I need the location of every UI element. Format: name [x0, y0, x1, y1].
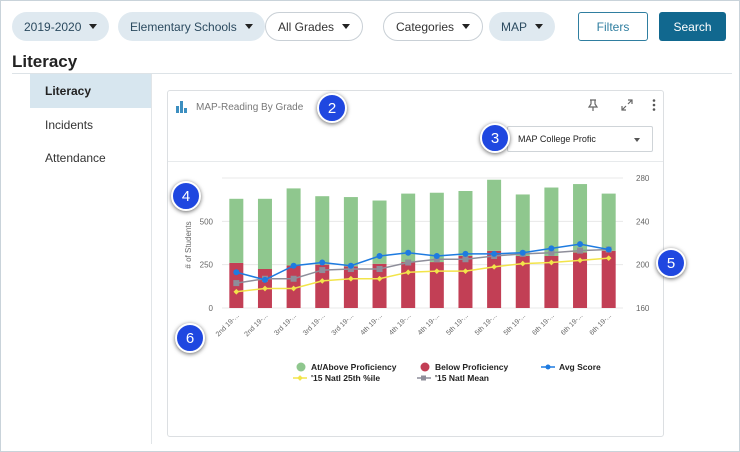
- expand-icon[interactable]: [620, 99, 634, 113]
- grades-select[interactable]: All Grades: [265, 12, 364, 41]
- chevron-down-icon: [634, 138, 640, 142]
- sidebar-item-literacy[interactable]: Literacy: [30, 74, 151, 108]
- chevron-down-icon: [462, 24, 471, 29]
- school-type-select[interactable]: Elementary Schools: [118, 12, 265, 41]
- sidebar-item-incidents[interactable]: Incidents: [30, 108, 151, 142]
- card-divider: [168, 161, 663, 162]
- grades-label: All Grades: [278, 19, 335, 34]
- sidebar: Literacy Incidents Attendance: [30, 74, 152, 444]
- sidebar-item-label: Literacy: [45, 84, 92, 98]
- divider: [12, 73, 732, 74]
- sidebar-item-label: Attendance: [45, 151, 106, 165]
- annotation-badge: 6: [175, 323, 205, 353]
- filters-button[interactable]: Filters: [578, 12, 648, 41]
- categories-label: Categories: [396, 19, 455, 34]
- annotation-badge: 4: [171, 181, 201, 211]
- search-button[interactable]: Search: [659, 12, 726, 41]
- annotation-badge: 3: [480, 123, 510, 153]
- more-vert-icon[interactable]: [647, 99, 661, 113]
- chevron-down-icon: [244, 24, 253, 29]
- chevron-down-icon: [535, 24, 544, 29]
- annotation-badge: 2: [317, 93, 347, 123]
- chevron-down-icon: [342, 24, 351, 29]
- sidebar-item-attendance[interactable]: Attendance: [30, 141, 151, 175]
- year-select-label: 2019-2020: [24, 19, 82, 34]
- chart-card: MAP-Reading By Grade MAP College Profic: [167, 90, 664, 437]
- chevron-down-icon: [89, 24, 98, 29]
- page-title: Literacy: [12, 52, 78, 71]
- assessment-label: MAP: [501, 19, 528, 34]
- year-select[interactable]: 2019-2020: [12, 12, 110, 41]
- proficiency-select[interactable]: MAP College Profic: [507, 126, 653, 152]
- categories-select[interactable]: Categories: [383, 12, 484, 41]
- proficiency-select-value: MAP College Profic: [518, 134, 596, 144]
- annotation-badge: 5: [656, 248, 686, 278]
- filter-bar: 2019-2020 Elementary Schools All Grades …: [0, 0, 740, 50]
- pin-icon[interactable]: [586, 99, 600, 113]
- sidebar-item-label: Incidents: [45, 118, 94, 132]
- bar-chart-icon: [176, 101, 189, 113]
- assessment-select[interactable]: MAP: [489, 12, 556, 41]
- chart-title: MAP-Reading By Grade: [196, 102, 304, 113]
- school-type-label: Elementary Schools: [130, 19, 237, 34]
